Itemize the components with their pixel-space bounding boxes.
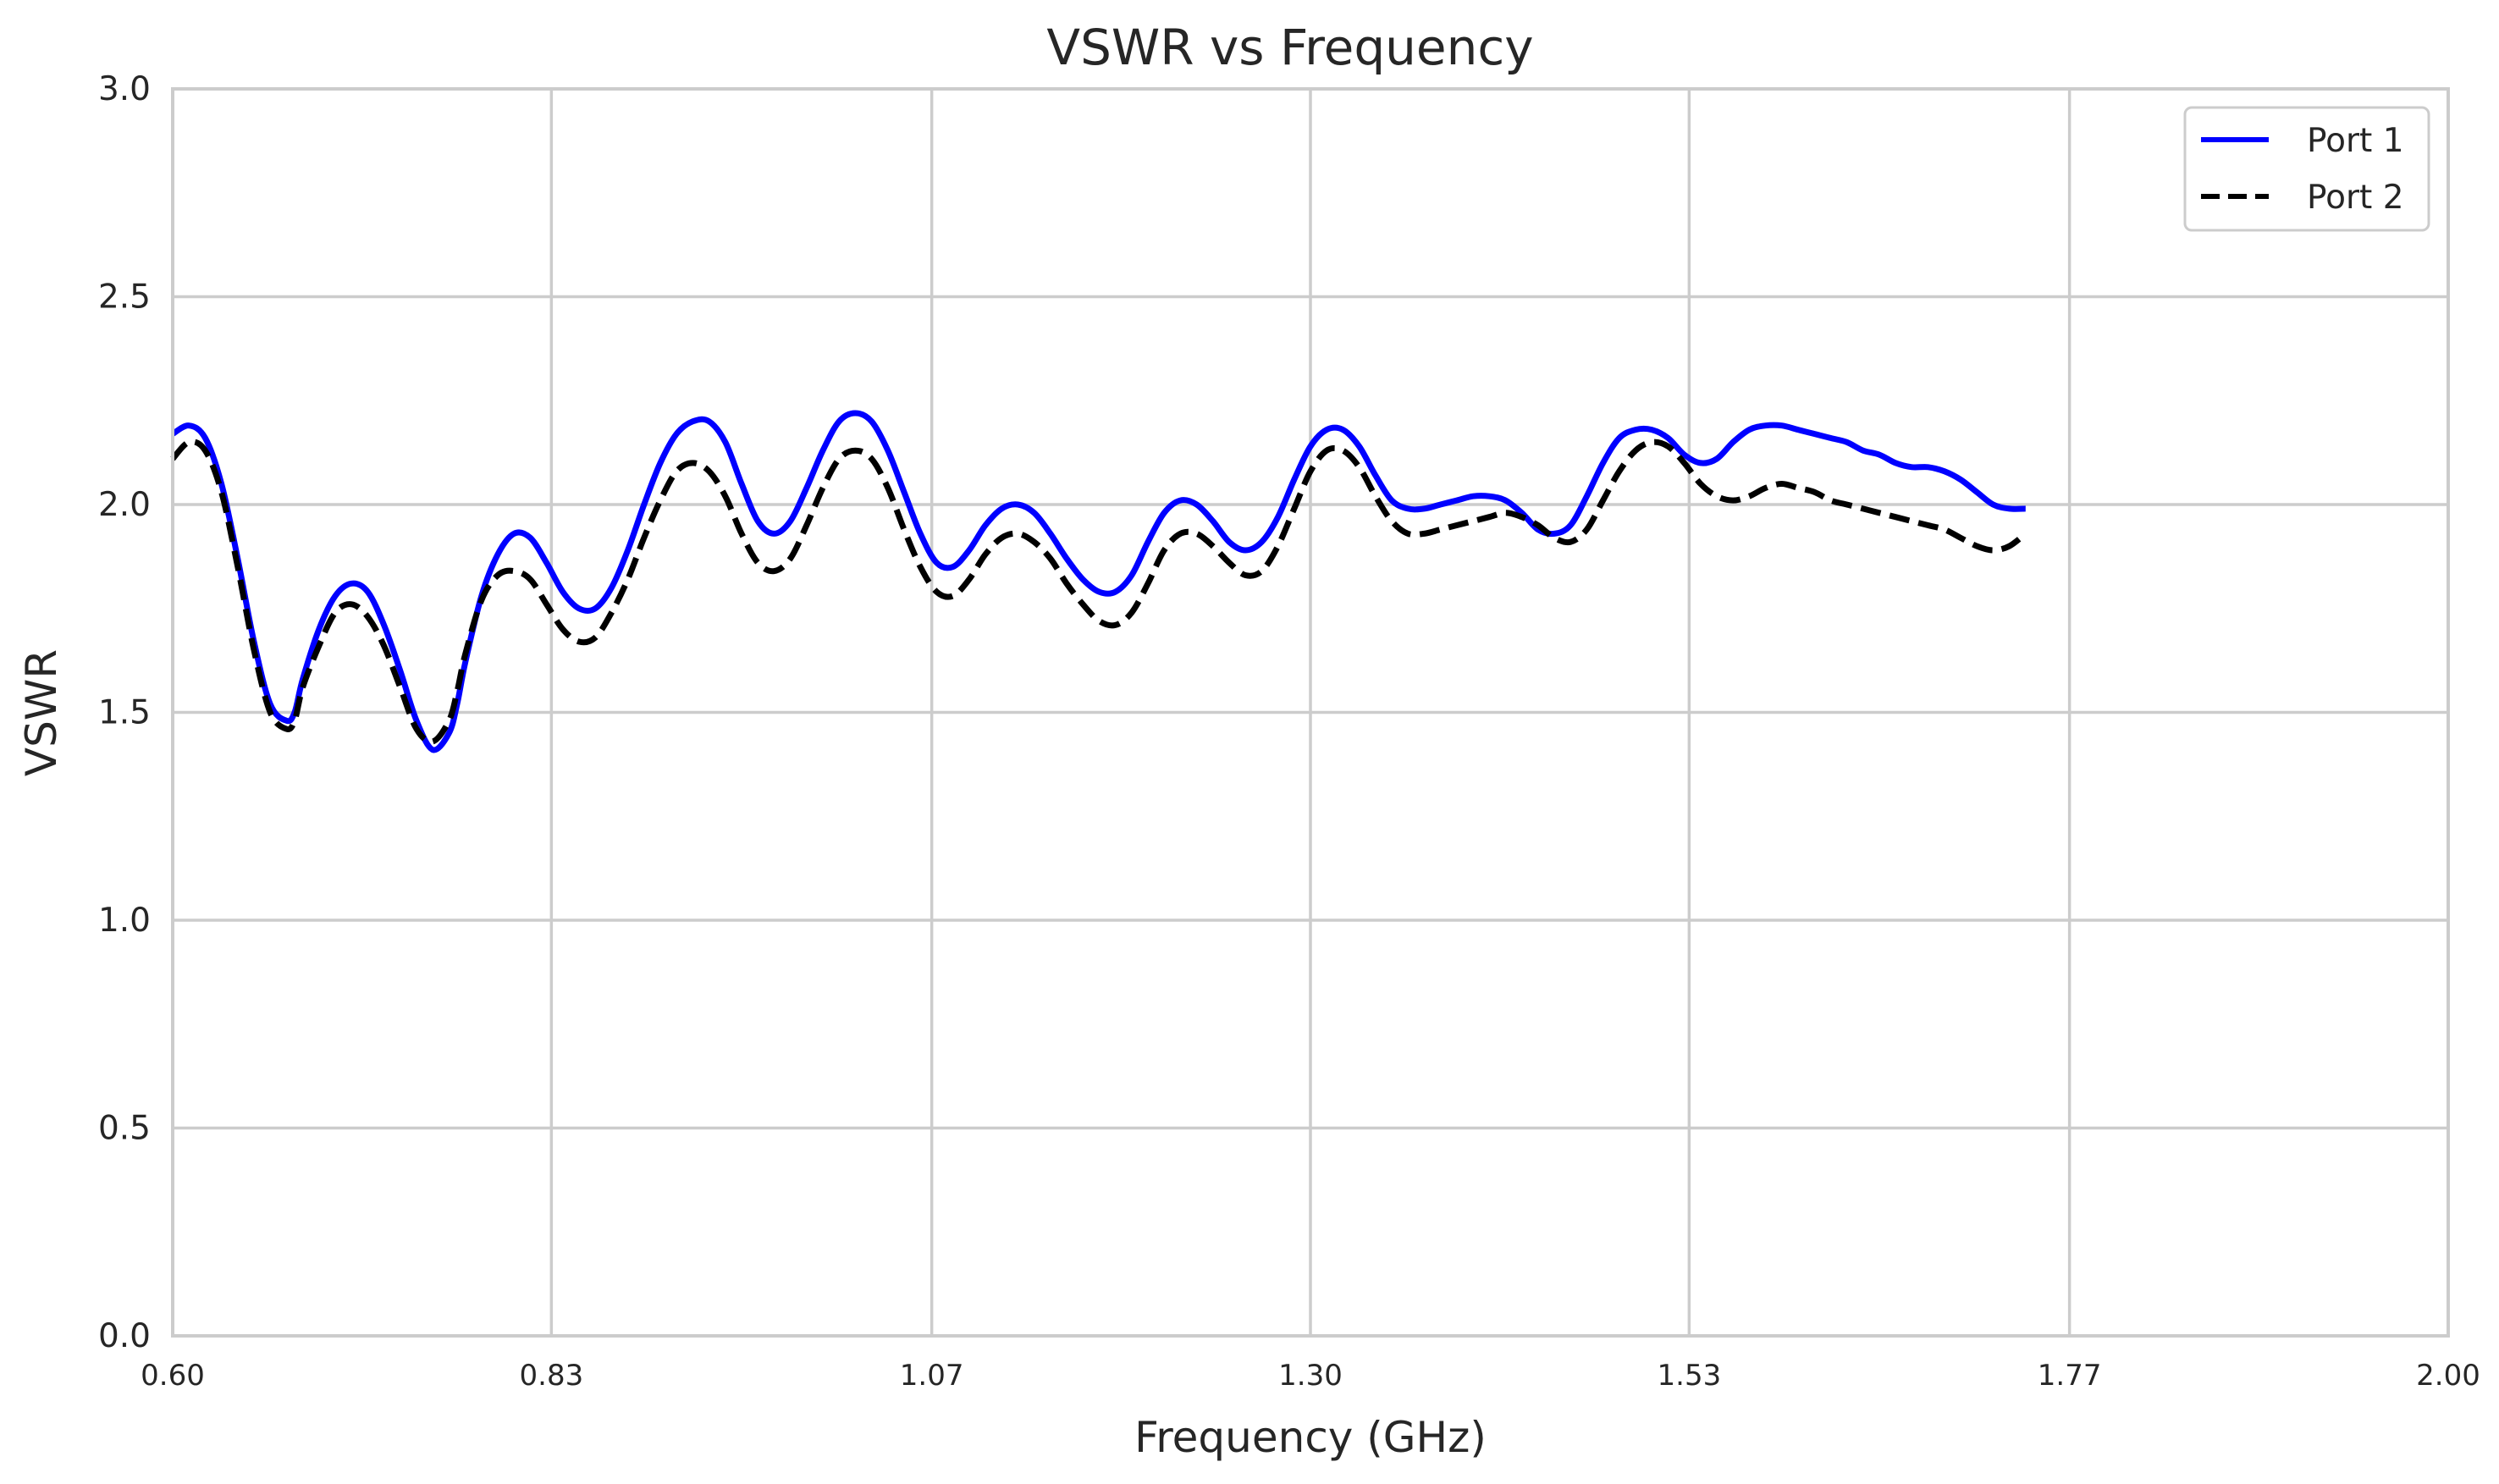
x-tick-label: 0.60 [141, 1359, 205, 1393]
x-tick-labels: 0.60 0.83 1.07 1.30 1.53 1.77 2.00 [141, 1359, 2480, 1393]
y-axis-label: VSWR [17, 649, 66, 776]
x-axis-label: Frequency (GHz) [1134, 1413, 1487, 1462]
y-tick-label: 1.5 [98, 694, 151, 732]
y-tick-label: 2.5 [98, 279, 151, 317]
x-tick-label: 1.07 [900, 1359, 964, 1393]
y-tick-label: 0.5 [98, 1110, 151, 1148]
legend: Port 1 Port 2 [2183, 106, 2430, 232]
y-tick-label: 2.0 [98, 486, 151, 524]
y-tick-label: 0.0 [98, 1317, 151, 1355]
grid-layer [171, 87, 2450, 1338]
legend-label-port-2: Port 2 [2307, 179, 2404, 217]
plot-frame [171, 87, 2450, 1338]
y-tick-label: 1.0 [98, 902, 151, 940]
series-line-port-1 [171, 410, 2026, 753]
y-tick-labels: 0.0 0.5 1.0 1.5 2.0 2.5 3.0 [98, 70, 151, 1355]
y-tick-label: 3.0 [98, 70, 151, 108]
x-tick-label: 2.00 [2416, 1359, 2480, 1393]
series-line-port-2 [170, 439, 2027, 745]
x-tick-label: 1.77 [2038, 1359, 2102, 1393]
legend-label-port-1: Port 1 [2307, 122, 2404, 160]
series-layer [170, 410, 2027, 753]
chart-title: VSWR vs Frequency [1046, 19, 1533, 76]
x-tick-label: 1.53 [1658, 1359, 1722, 1393]
x-tick-label: 0.83 [520, 1359, 584, 1393]
x-tick-label: 1.30 [1278, 1359, 1343, 1393]
